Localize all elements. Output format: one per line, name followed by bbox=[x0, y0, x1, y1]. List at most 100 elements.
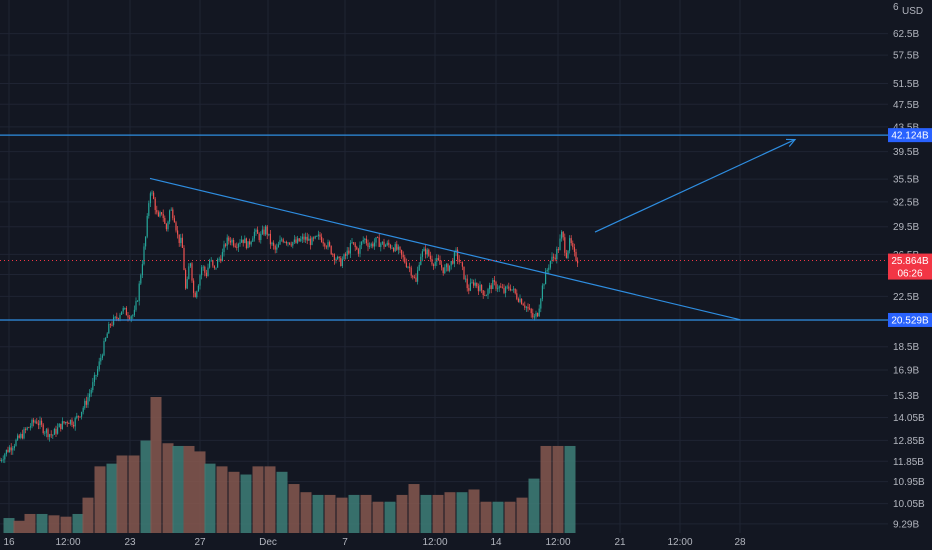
candle-body bbox=[220, 258, 222, 262]
candle-body bbox=[207, 267, 209, 277]
candle-body bbox=[42, 424, 44, 434]
candle-body bbox=[433, 264, 435, 266]
candle-body bbox=[383, 241, 385, 247]
volume-bar bbox=[276, 471, 288, 533]
volume-bar bbox=[3, 518, 15, 533]
candle-body bbox=[161, 212, 163, 214]
candle-body bbox=[202, 266, 204, 268]
candle-body bbox=[577, 260, 579, 264]
candle-body bbox=[255, 229, 257, 232]
candle-body bbox=[188, 266, 190, 280]
candle-body bbox=[292, 242, 294, 246]
candle-body bbox=[36, 421, 38, 424]
candle-body bbox=[98, 361, 100, 370]
candle-body bbox=[97, 369, 99, 376]
candle-body bbox=[532, 313, 534, 318]
candle-body bbox=[404, 257, 406, 263]
x-tick-label: 12:00 bbox=[55, 537, 80, 548]
candle-body bbox=[313, 237, 315, 239]
candle-body bbox=[274, 245, 276, 250]
candle-body bbox=[388, 242, 390, 245]
candle-body bbox=[233, 239, 235, 246]
time-axis[interactable]: 16 12:00 23 27 Dec 7 12:00 14 12:00 21 12:00 28 bbox=[0, 533, 932, 550]
volume-bar bbox=[336, 497, 348, 533]
candle-body bbox=[140, 275, 142, 284]
candle-body bbox=[409, 266, 411, 268]
candle-body bbox=[340, 257, 342, 267]
candle-body bbox=[569, 238, 571, 251]
candle-body bbox=[410, 267, 412, 276]
volume-bar bbox=[528, 478, 540, 533]
candle-body bbox=[415, 277, 417, 282]
candle-body bbox=[18, 435, 20, 438]
candle-body bbox=[314, 236, 316, 239]
volume-bar bbox=[116, 455, 128, 533]
volume-bar bbox=[13, 520, 25, 533]
candle-body bbox=[452, 261, 454, 264]
candle-body bbox=[191, 263, 193, 281]
candle-body bbox=[273, 242, 275, 246]
candle-body bbox=[377, 237, 379, 239]
candle-body bbox=[375, 237, 377, 243]
y-tick-label: 62.5B bbox=[893, 29, 919, 40]
candle-body bbox=[44, 432, 46, 434]
candle-body bbox=[69, 419, 71, 424]
candle-body bbox=[345, 254, 347, 256]
volume-bar bbox=[106, 463, 118, 533]
candle-body bbox=[133, 309, 135, 316]
candle-body bbox=[477, 286, 479, 292]
candle-body bbox=[425, 248, 427, 255]
candle-body bbox=[196, 291, 198, 298]
candle-body bbox=[181, 237, 183, 248]
candle-body bbox=[106, 333, 108, 338]
volume-bar bbox=[162, 443, 174, 533]
candle-body bbox=[554, 257, 556, 260]
candle-body bbox=[543, 284, 545, 286]
candle-body bbox=[71, 419, 73, 426]
candle-body bbox=[13, 445, 15, 449]
candle-body bbox=[132, 315, 134, 317]
candle-body bbox=[162, 213, 164, 219]
candle-body bbox=[137, 300, 139, 302]
candle-body bbox=[500, 286, 502, 288]
candle-body bbox=[154, 198, 156, 211]
candle-body bbox=[466, 278, 468, 289]
volume-bar bbox=[24, 513, 36, 533]
candle-body bbox=[285, 241, 287, 244]
candle-body bbox=[9, 447, 11, 452]
candle-body bbox=[225, 244, 227, 246]
candle-body bbox=[553, 256, 555, 258]
candle-body bbox=[186, 279, 188, 289]
volume-bar bbox=[300, 492, 312, 533]
candle-body bbox=[295, 239, 297, 243]
x-tick-label: 23 bbox=[124, 537, 136, 548]
candle-body bbox=[92, 382, 94, 391]
candle-body bbox=[485, 295, 487, 297]
candle-body bbox=[298, 238, 300, 242]
candle-body bbox=[81, 411, 83, 417]
volume-bar bbox=[288, 484, 300, 533]
candle-body bbox=[148, 203, 150, 216]
candle-body bbox=[247, 241, 249, 249]
drawing-layer[interactable] bbox=[0, 134, 888, 321]
candle-body bbox=[49, 434, 51, 438]
candle-body bbox=[389, 244, 391, 248]
candle-body bbox=[490, 285, 492, 290]
volume-bar bbox=[480, 501, 492, 533]
candle-body bbox=[271, 242, 273, 245]
candle-body bbox=[89, 393, 91, 398]
y-tick-label: 35.5B bbox=[893, 175, 919, 186]
candle-body bbox=[156, 210, 158, 213]
price-level-badge bbox=[888, 312, 932, 327]
candle-body bbox=[484, 295, 486, 296]
y-tick-label: 16.9B bbox=[893, 365, 919, 376]
volume-bar bbox=[324, 494, 336, 533]
candle-body bbox=[463, 266, 465, 280]
candle-body bbox=[105, 337, 107, 341]
x-tick-label: 7 bbox=[342, 537, 348, 548]
candle-body bbox=[116, 316, 118, 319]
volume-bar bbox=[228, 471, 240, 533]
candle-body bbox=[460, 261, 462, 263]
candle-body bbox=[119, 314, 121, 319]
